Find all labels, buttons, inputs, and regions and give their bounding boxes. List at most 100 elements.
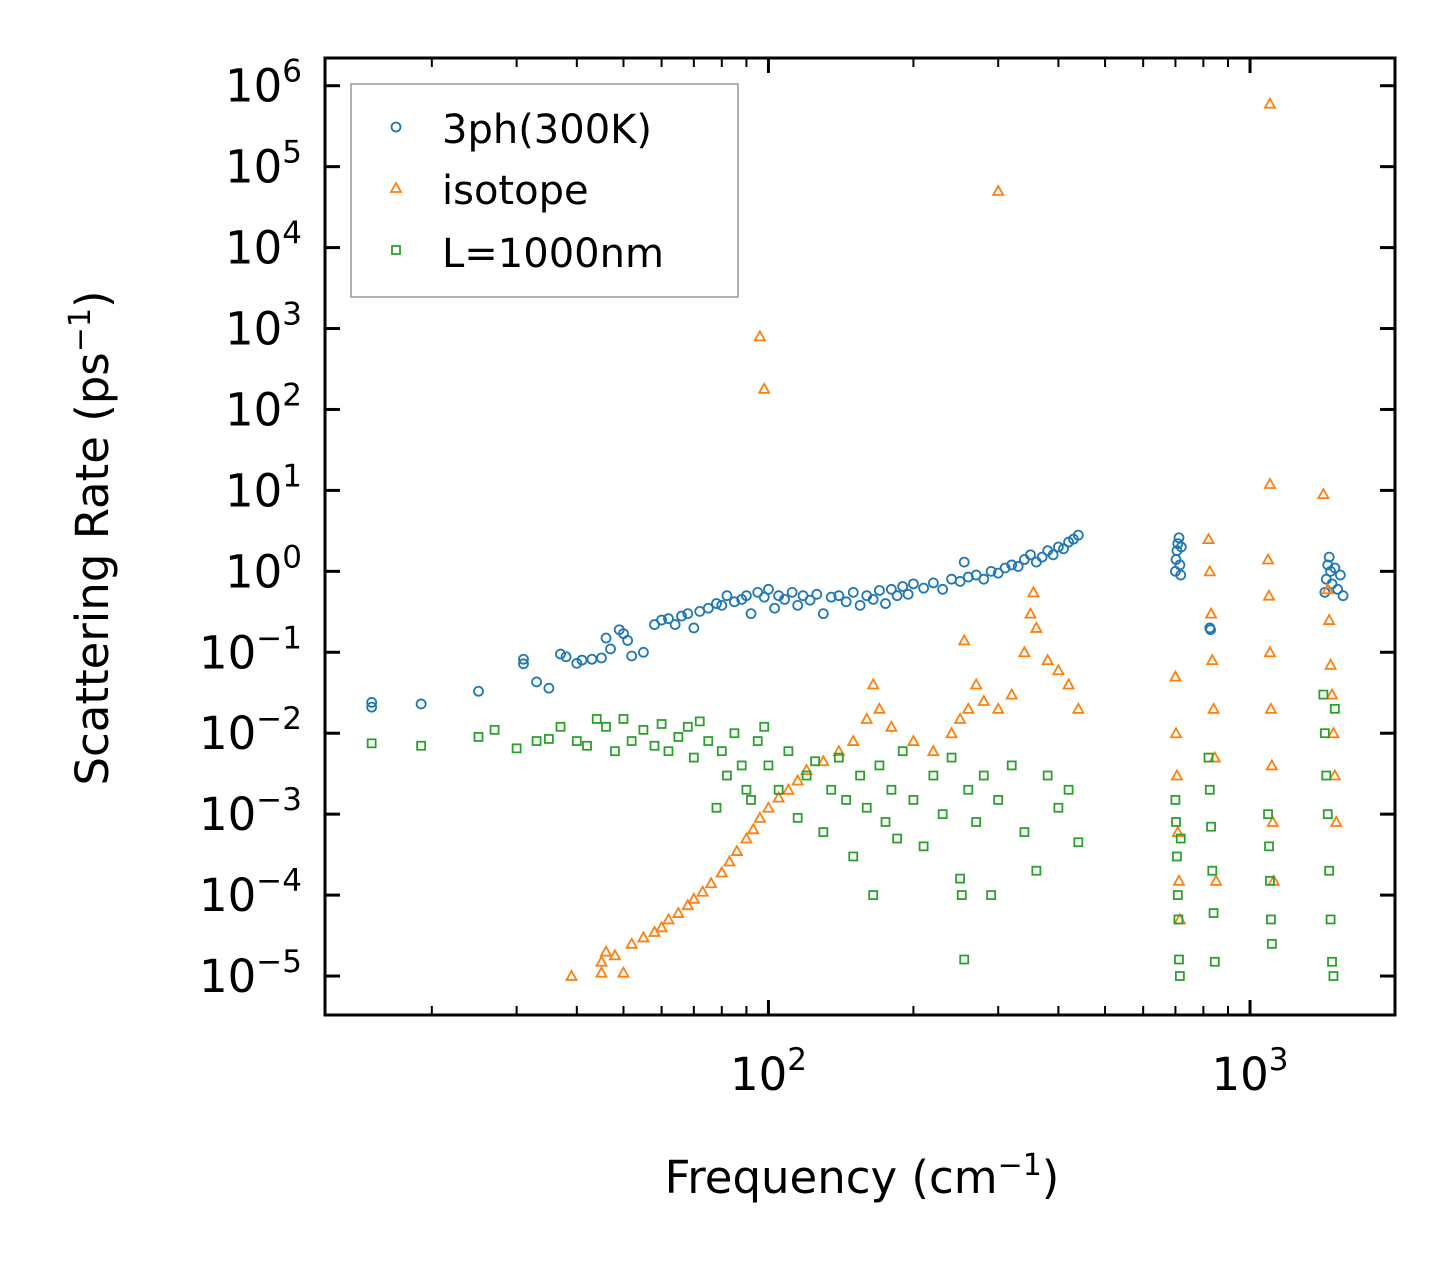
data-point-l1000 <box>1208 908 1219 918</box>
data-point-3ph <box>1072 529 1084 541</box>
y-tick-label: 106 <box>225 54 302 113</box>
data-point-isotope <box>1026 585 1040 598</box>
data-point-3ph <box>840 596 852 608</box>
data-point-3ph <box>786 586 798 598</box>
series-L=1000nm <box>366 689 1340 981</box>
y-tick-label: 10−4 <box>199 863 302 922</box>
data-point-l1000 <box>1171 817 1181 827</box>
data-point-3ph <box>847 586 859 598</box>
data-point-l1000 <box>868 890 879 900</box>
data-point-l1000 <box>1209 956 1220 967</box>
data-point-isotope <box>687 891 701 904</box>
data-point-3ph <box>1334 569 1346 581</box>
data-point-3ph <box>918 582 930 594</box>
data-point-isotope <box>616 965 631 978</box>
data-point-3ph <box>656 614 668 626</box>
data-point-l1000 <box>897 746 908 757</box>
data-point-l1000 <box>1031 865 1042 876</box>
data-point-isotope <box>1263 645 1277 658</box>
y-tick-label: 10−5 <box>199 944 302 1003</box>
data-point-3ph <box>1174 559 1186 571</box>
data-point-isotope <box>1316 487 1330 500</box>
data-point-isotope <box>671 906 685 918</box>
y-tick-label: 105 <box>225 135 302 194</box>
data-point-l1000 <box>956 890 967 900</box>
data-point-l1000 <box>626 736 637 746</box>
data-point-l1000 <box>892 833 903 844</box>
data-point-3ph <box>1175 541 1187 553</box>
data-point-3ph <box>1058 543 1069 555</box>
legend-label-l1000: L=1000nm <box>442 231 664 277</box>
data-point-3ph <box>804 594 816 606</box>
data-point-l1000 <box>886 784 897 795</box>
data-point-isotope <box>772 790 786 803</box>
data-point-3ph <box>518 658 529 670</box>
data-point-l1000 <box>711 802 722 813</box>
data-point-l1000 <box>746 795 756 805</box>
data-point-isotope <box>1051 663 1065 676</box>
y-tick-label: 101 <box>225 458 302 517</box>
data-point-l1000 <box>963 784 974 795</box>
data-point-isotope <box>1326 726 1340 739</box>
data-point-3ph <box>688 622 700 634</box>
data-point-3ph <box>745 608 757 620</box>
data-point-l1000 <box>1319 728 1330 739</box>
data-point-l1000 <box>571 736 582 746</box>
data-point-isotope <box>961 701 975 714</box>
data-point-3ph <box>902 588 914 600</box>
data-point-3ph <box>596 652 607 664</box>
data-point-l1000 <box>783 746 794 757</box>
data-point-3ph <box>473 685 484 697</box>
data-point-3ph <box>576 654 588 666</box>
data-point-l1000 <box>1265 875 1275 886</box>
data-point-l1000 <box>673 732 684 742</box>
data-point-isotope <box>761 800 775 813</box>
data-point-isotope <box>1328 768 1342 781</box>
data-point-l1000 <box>773 784 784 795</box>
data-point-3ph <box>663 613 674 625</box>
data-point-l1000 <box>729 728 740 739</box>
data-point-3ph <box>874 585 885 596</box>
x-axis-label: Frequency (cm−1) <box>665 1148 1060 1204</box>
data-point-isotope <box>1204 606 1218 619</box>
y-tick-label: 102 <box>225 377 302 436</box>
data-point-3ph <box>1025 549 1036 561</box>
data-point-3ph <box>721 590 733 602</box>
data-point-isotope <box>599 944 613 957</box>
x-tick-label: 103 <box>1212 1042 1289 1101</box>
data-point-l1000 <box>986 890 997 900</box>
data-point-l1000 <box>1318 689 1329 700</box>
data-point-isotope <box>704 876 718 889</box>
plot-frame <box>323 56 1397 1017</box>
data-point-isotope <box>608 948 622 961</box>
data-point-l1000 <box>489 724 500 735</box>
data-point-3ph <box>626 650 638 662</box>
data-point-l1000 <box>1264 841 1274 852</box>
data-point-3ph <box>555 648 566 660</box>
data-point-l1000 <box>1206 821 1216 832</box>
data-point-isotope <box>1062 677 1076 690</box>
data-point-isotope <box>991 184 1005 196</box>
data-point-l1000 <box>582 740 592 751</box>
x-tick-label: 102 <box>730 1042 807 1101</box>
data-point-3ph <box>937 583 949 595</box>
data-point-l1000 <box>937 809 948 820</box>
data-point-isotope <box>1321 582 1335 595</box>
data-point-3ph <box>1337 590 1349 602</box>
series-3ph(300K) <box>366 529 1349 713</box>
legend-marker-isotope <box>389 181 403 193</box>
series-layer <box>366 96 1349 981</box>
data-point-3ph <box>605 643 616 655</box>
y-tick-label: 104 <box>225 216 302 275</box>
data-point-l1000 <box>688 752 699 763</box>
data-point-isotope <box>1324 657 1338 670</box>
data-point-isotope <box>1262 588 1276 601</box>
data-point-l1000 <box>473 732 484 742</box>
data-point-l1000 <box>511 743 522 754</box>
data-point-isotope <box>1209 873 1223 886</box>
data-point-l1000 <box>1322 809 1333 820</box>
data-point-3ph <box>811 588 823 600</box>
data-point-3ph <box>682 608 694 620</box>
data-point-l1000 <box>759 721 770 732</box>
data-point-l1000 <box>1329 703 1340 714</box>
